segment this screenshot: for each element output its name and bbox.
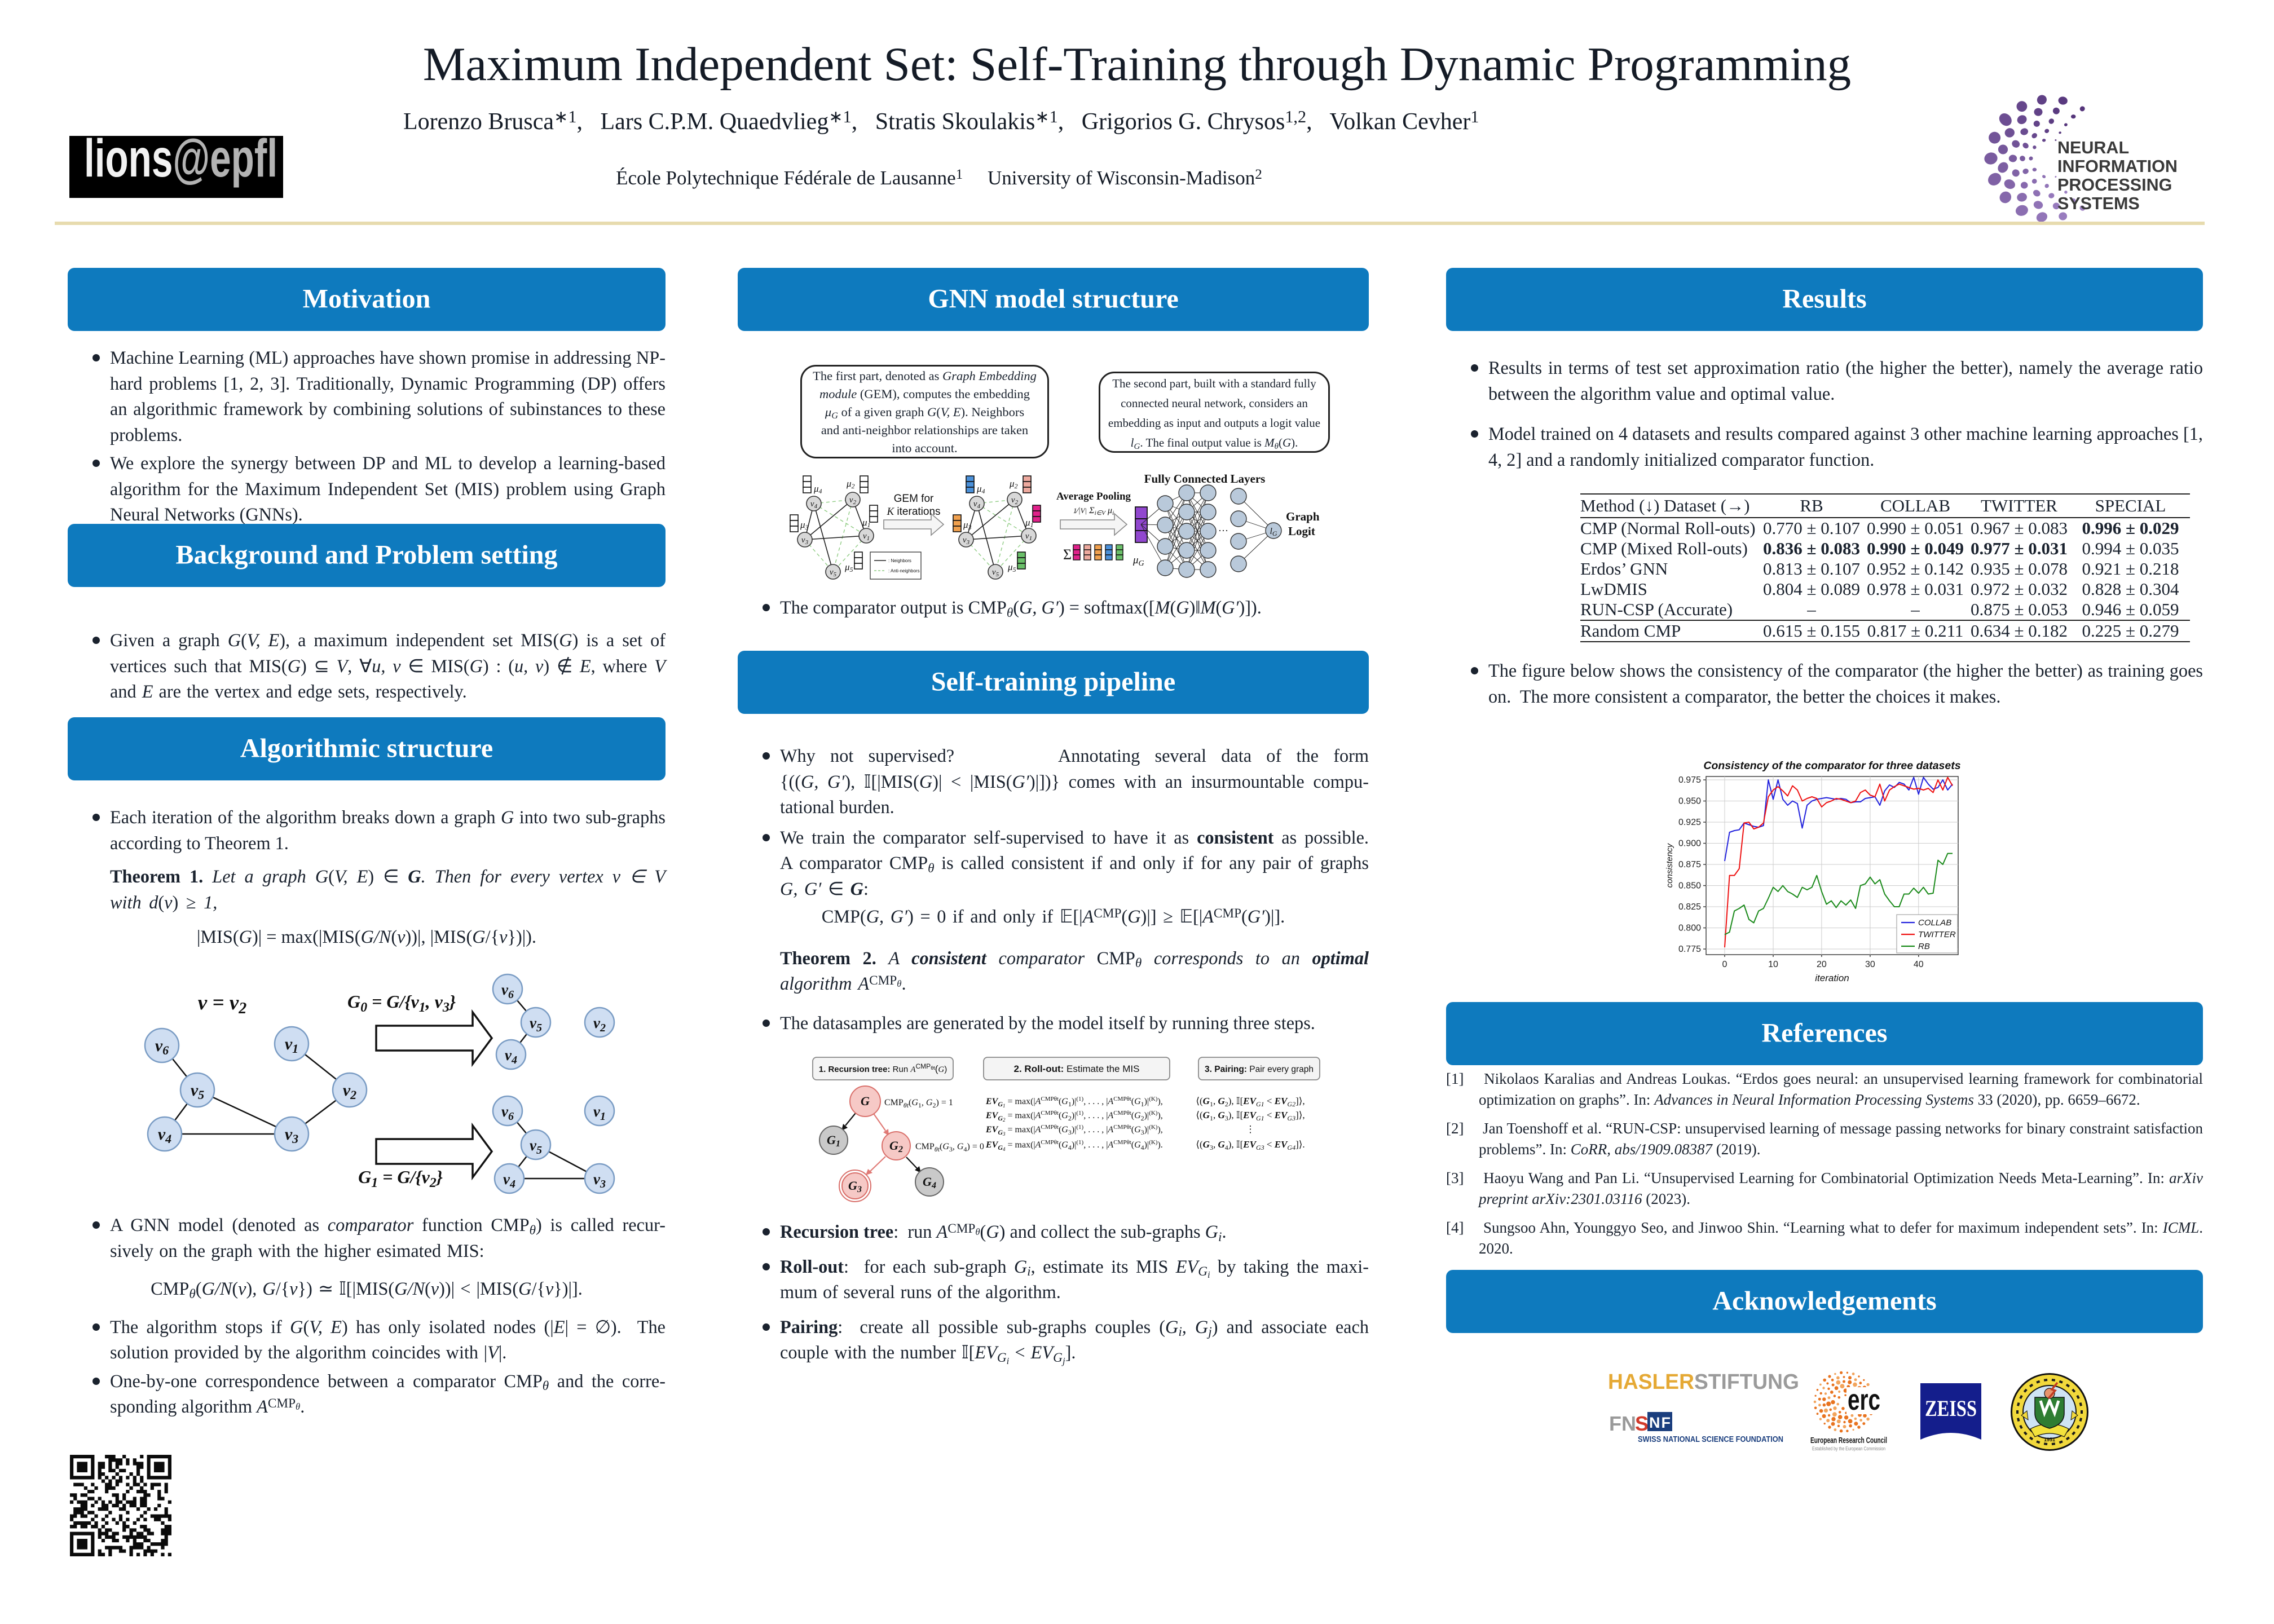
svg-text:Σ: Σ <box>1063 546 1072 563</box>
svg-text:v = v2: v = v2 <box>198 991 246 1017</box>
svg-text:μ3: μ3 <box>963 519 972 531</box>
svg-text:μ4: μ4 <box>976 483 985 495</box>
svg-text:1⁄|V| Σi∈V μi: 1⁄|V| Σi∈V μi <box>1073 506 1114 517</box>
svg-text:: Anti-neighbors: : Anti-neighbors <box>888 568 920 573</box>
svg-text:3. Pairing: Pair every graph: 3. Pairing: Pair every graph <box>1205 1065 1314 1074</box>
svg-text:EVG1 = max(|ACMPθt(G1)|(1), .: EVG1 = max(|ACMPθt(G1)|(1), . . . , |ACM… <box>985 1096 1163 1109</box>
svg-text:0.775: 0.775 <box>1678 945 1701 954</box>
svg-text:PROCESSING: PROCESSING <box>2057 175 2172 195</box>
svg-text:K iterations: K iterations <box>886 506 940 518</box>
svg-text:μ5: μ5 <box>1007 562 1016 573</box>
svg-text:0.825: 0.825 <box>1678 902 1701 912</box>
svg-text:G0 = G/{v1, v3}: G0 = G/{v1, v3} <box>347 991 456 1015</box>
svg-text:20: 20 <box>1817 960 1827 969</box>
svg-text:···: ··· <box>1218 525 1228 536</box>
svg-text:ZEISS: ZEISS <box>1925 1396 1977 1421</box>
svg-text:Graph: Graph <box>1286 510 1320 523</box>
svg-text:GEM for: GEM for <box>894 493 934 505</box>
svg-text:INFORMATION: INFORMATION <box>2057 157 2178 176</box>
svg-text:⟨(G3, G4), 𝕀[EVG3 < EVG4]⟩.: ⟨(G3, G4), 𝕀[EVG3 < EVG4]⟩. <box>1196 1139 1305 1151</box>
svg-text:S: S <box>1635 1412 1649 1435</box>
svg-text:CMPθt(G3, G4) = 0: CMPθt(G3, G4) = 0 <box>915 1142 984 1153</box>
svg-text:SWISS NATIONAL SCIENCE FOUNDAT: SWISS NATIONAL SCIENCE FOUNDATION <box>1638 1435 1783 1444</box>
svg-text:CMPθt(G1, G2) = 1: CMPθt(G1, G2) = 1 <box>884 1098 953 1109</box>
svg-text:μ2: μ2 <box>1009 478 1018 490</box>
svg-text:0.800: 0.800 <box>1678 924 1701 933</box>
svg-text:G: G <box>861 1094 870 1108</box>
svg-text:μ5: μ5 <box>844 562 853 573</box>
svg-text:0.950: 0.950 <box>1678 797 1701 806</box>
svg-text:SYSTEMS: SYSTEMS <box>2057 194 2140 213</box>
svg-text:30: 30 <box>1865 960 1875 969</box>
svg-text:lG: lG <box>1270 527 1277 537</box>
svg-text:0.850: 0.850 <box>1678 881 1701 891</box>
svg-text:Average Pooling: Average Pooling <box>1056 491 1131 502</box>
svg-text:HASLERSTIFTUNG: HASLERSTIFTUNG <box>1608 1370 1799 1394</box>
svg-text:EVG3 = max(|ACMPθt(G3)|(1), .: EVG3 = max(|ACMPθt(G3)|(1), . . . , |ACM… <box>985 1124 1163 1137</box>
svg-text:1. Recursion tree: Run ACMPθt(: 1. Recursion tree: Run ACMPθt(G) <box>819 1062 947 1074</box>
svg-text:NF: NF <box>1649 1414 1671 1431</box>
svg-text:European Research Council: European Research Council <box>1810 1436 1887 1445</box>
svg-text:⟨(G1, G2), 𝕀[EVG1 < EVG2]⟩,: ⟨(G1, G2), 𝕀[EVG1 < EVG2]⟩, <box>1196 1096 1305 1108</box>
svg-text:2. Roll-out: Estimate the MIS: 2. Roll-out: Estimate the MIS <box>1014 1063 1140 1074</box>
svg-text:0.975: 0.975 <box>1678 775 1701 785</box>
svg-text:10: 10 <box>1768 960 1778 969</box>
svg-text:: Neighbors: : Neighbors <box>888 558 911 563</box>
svg-text:RB: RB <box>1918 942 1930 951</box>
svg-text:iteration: iteration <box>1815 973 1849 983</box>
svg-text:0.925: 0.925 <box>1678 818 1701 827</box>
svg-text:Consistency of the comparator: Consistency of the comparator for three … <box>1703 760 1960 772</box>
svg-text:0: 0 <box>1722 960 1727 969</box>
svg-text:NEURAL: NEURAL <box>2057 138 2129 157</box>
svg-text:⋮: ⋮ <box>1246 1124 1255 1135</box>
svg-text:G1 = G/{v2}: G1 = G/{v2} <box>358 1167 443 1190</box>
svg-text:erc: erc <box>1848 1384 1880 1416</box>
svg-text:consistency: consistency <box>1665 842 1674 888</box>
svg-text:EVG2 = max(|ACMPθt(G2)|(1), .: EVG2 = max(|ACMPθt(G2)|(1), . . . , |ACM… <box>985 1110 1163 1123</box>
svg-text:COLLAB: COLLAB <box>1918 918 1951 928</box>
svg-text:μ4: μ4 <box>813 483 822 495</box>
svg-text:⟨(G1, G3), 𝕀[EVG1 < EVG3]⟩,: ⟨(G1, G3), 𝕀[EVG1 < EVG3]⟩, <box>1196 1110 1305 1122</box>
svg-text:1951: 1951 <box>2044 1437 2055 1442</box>
svg-text:Established by the European Co: Established by the European Commission <box>1812 1446 1885 1452</box>
svg-text:TWITTER: TWITTER <box>1918 930 1956 939</box>
svg-text:μ2: μ2 <box>846 478 855 490</box>
svg-text:Fully Connected Layers: Fully Connected Layers <box>1144 472 1266 486</box>
svg-text:EVG4 = max(|ACMPθt(G4)|(1), .: EVG4 = max(|ACMPθt(G4)|(1), . . . , |ACM… <box>985 1139 1163 1152</box>
svg-text:μG: μG <box>1132 554 1144 568</box>
svg-text:0.900: 0.900 <box>1678 839 1701 849</box>
svg-text:μ3: μ3 <box>800 519 809 531</box>
svg-text:40: 40 <box>1914 960 1924 969</box>
svg-text:v4: v4 <box>158 1125 171 1146</box>
svg-text:FN: FN <box>1609 1412 1636 1435</box>
svg-text:0.875: 0.875 <box>1678 860 1701 870</box>
svg-text:Logit: Logit <box>1288 524 1315 538</box>
